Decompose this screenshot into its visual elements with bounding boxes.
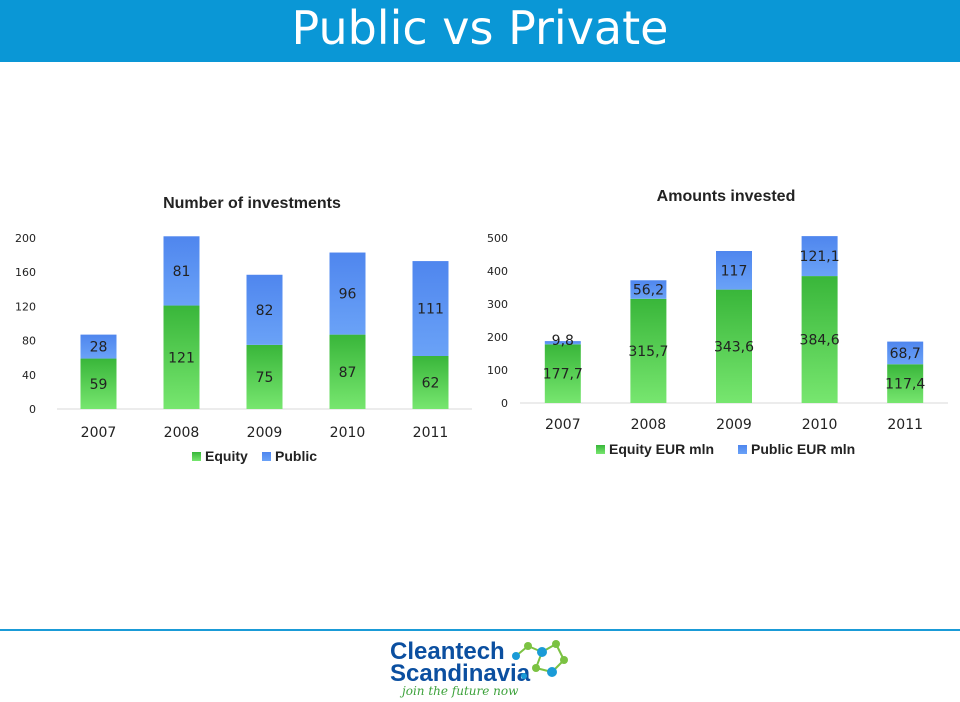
chart1-label-public-2007: 28 — [90, 340, 108, 356]
chart2-legend-label-1: Equity EUR mln — [609, 441, 714, 457]
chart2-label-public-2011: 68,7 — [890, 346, 921, 362]
chart1-bar-public-2010 — [329, 252, 366, 335]
chart1-bar-public-2009 — [246, 274, 283, 345]
chart1-label-public-2008: 81 — [173, 264, 191, 280]
chart2-x-tick-2011: 2011 — [887, 417, 923, 433]
chart2-legend-swatch-1 — [596, 445, 605, 454]
chart2-bar-public-2008 — [630, 280, 667, 299]
chart2-label-equity-2008: 315,7 — [628, 344, 668, 360]
chart1-legend-swatch-1 — [192, 452, 201, 461]
chart1-label-equity-2009: 75 — [256, 370, 274, 386]
chart2-label-equity-2007: 177,7 — [543, 367, 583, 383]
chart1-y-tick: 80 — [22, 335, 36, 348]
chart1-bar-equity-2007 — [80, 358, 117, 409]
chart1-y-tick: 160 — [15, 266, 36, 279]
chart1-label-public-2010: 96 — [339, 287, 357, 303]
chart1-label-equity-2007: 59 — [90, 377, 108, 393]
slide-title: Public vs Private — [291, 1, 669, 55]
chart1-bar-public-2011 — [412, 261, 449, 356]
chart2-label-equity-2011: 117,4 — [885, 377, 925, 393]
chart1-x-tick-2008: 2008 — [164, 425, 200, 441]
footer-divider — [0, 629, 960, 631]
chart2-bar-equity-2011 — [887, 364, 924, 403]
title-bar: Public vs Private — [0, 0, 960, 62]
chart2-x-tick-2008: 2008 — [631, 417, 667, 433]
chart1-y-tick: 200 — [15, 232, 36, 245]
chart1-label-equity-2011: 62 — [422, 375, 440, 391]
chart2-bar-public-2010 — [801, 236, 838, 277]
chart1-label-public-2011: 111 — [417, 302, 444, 318]
chart1-x-tick-2011: 2011 — [413, 425, 449, 441]
chart2-y-tick: 400 — [487, 265, 508, 278]
chart1-legend-label-1: Equity — [205, 448, 248, 464]
logo-line2: Scandinavia — [390, 660, 531, 687]
molecule-icon — [512, 640, 568, 679]
cleantech-logo: Cleantech Scandinavia join the future no… — [380, 636, 580, 700]
chart1-label-equity-2008: 121 — [168, 350, 195, 366]
chart2-y-tick: 100 — [487, 364, 508, 377]
chart1-bar-equity-2010 — [329, 334, 366, 409]
chart1-x-tick-2009: 2009 — [247, 425, 283, 441]
chart2-y-tick: 500 — [487, 232, 508, 245]
chart2-label-public-2009: 117 — [721, 263, 748, 279]
chart2-y-tick: 0 — [501, 397, 508, 410]
chart1-label-public-2009: 82 — [256, 303, 274, 319]
chart1-x-tick-2010: 2010 — [330, 425, 366, 441]
chart2-bar-public-2007 — [544, 341, 581, 345]
chart2-bar-equity-2007 — [544, 344, 581, 403]
chart1-bar-public-2007 — [80, 334, 117, 359]
chart2-label-public-2007: 9,8 — [552, 333, 574, 349]
chart1-y-tick: 0 — [29, 403, 36, 416]
chart2-bar-equity-2009 — [716, 289, 752, 403]
chart1-bar-equity-2011 — [412, 355, 449, 409]
chart2-y-tick: 200 — [487, 331, 508, 344]
chart2-x-tick-2009: 2009 — [716, 417, 752, 433]
chart1-bar-equity-2008 — [163, 305, 200, 409]
chart2-y-tick: 300 — [487, 298, 508, 311]
chart2-bar-public-2009 — [716, 251, 752, 290]
chart2-bar-equity-2008 — [630, 298, 667, 403]
chart2-label-public-2008: 56,2 — [633, 283, 664, 299]
chart2-x-tick-2007: 2007 — [545, 417, 581, 433]
chart1-bar-public-2008 — [163, 236, 200, 306]
chart1-legend-label-2: Public — [275, 448, 317, 464]
logo-tagline: join the future now — [402, 684, 519, 698]
chart2-title: Amounts invested — [657, 188, 796, 205]
chart2-label-public-2010: 121,1 — [800, 249, 840, 265]
chart1-bar-equity-2009 — [246, 344, 283, 409]
chart2-label-equity-2010: 384,6 — [800, 333, 840, 349]
chart2-legend-swatch-2 — [738, 445, 747, 454]
chart1-y-tick: 40 — [22, 369, 36, 382]
chart2-label-equity-2009: 343,6 — [714, 339, 754, 355]
chart1-label-equity-2010: 87 — [339, 365, 357, 381]
chart1-title: Number of investments — [163, 195, 341, 212]
chart1-y-tick: 120 — [15, 300, 36, 313]
chart2-bar-public-2011 — [887, 341, 924, 365]
chart2-legend-label-2: Public EUR mln — [751, 441, 855, 457]
charts-canvas: Number of investments 0 40 80 120 160 200 59 28 2… — [15, 188, 948, 464]
chart1-legend-swatch-2 — [262, 452, 271, 461]
chart2-x-tick-2010: 2010 — [802, 417, 838, 433]
chart1-x-tick-2007: 2007 — [81, 425, 117, 441]
logo-line1: Cleantech — [390, 638, 505, 665]
chart2-bar-equity-2010 — [801, 276, 838, 403]
